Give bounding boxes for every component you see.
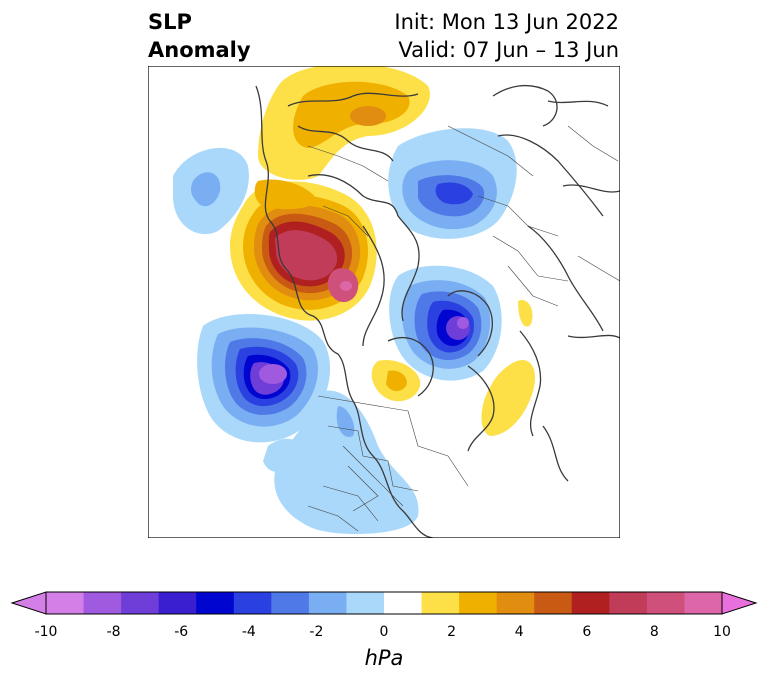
colorbar-segment [684,592,723,614]
colorbar-tick-label: 6 [582,624,592,640]
colorbar-segment [308,592,347,614]
colorbar-segment [158,592,197,614]
colorbar-segment [83,592,122,614]
init-date: Init: Mon 13 Jun 2022 [394,10,619,34]
negative-anomaly-western-us [274,390,419,535]
colorbar-segment [346,592,385,614]
positive-anomaly-north-atlantic [481,360,536,436]
colorbar-segment [121,592,160,614]
colorbar-outline [45,591,723,615]
negative-anomaly-gulf-of-alaska [197,314,331,473]
colorbar-segment [421,592,460,614]
negative-anomaly-bering [173,147,249,235]
colorbar-unit: hPa [364,646,404,670]
colorbar-segment [609,592,648,614]
colorbar-segment [196,592,235,614]
map-date-info: Init: Mon 13 Jun 2022 Valid: 07 Jun – 13… [394,8,619,64]
colorbar [10,591,758,615]
colorbar-tick-label: -6 [174,624,189,640]
negative-anomaly-northern-europe [389,265,533,381]
valid-range: Valid: 07 Jun – 13 Jun [398,38,619,62]
colorbar-tick-label: -10 [34,624,58,640]
slp-anomaly-map [148,66,620,538]
positive-anomaly-greenland [371,360,421,402]
colorbar-segment [571,592,610,614]
colorbar-segment [384,592,423,614]
colorbar-tick-label: 8 [649,624,659,640]
map-title: SLP Anomaly [148,8,251,64]
colorbar-segment [271,592,310,614]
colorbar-tick-label: 0 [379,624,389,640]
colorbar-segment [46,592,85,614]
colorbar-tick-label: -4 [241,624,256,640]
colorbar-segment [233,592,272,614]
colorbar-high-extend [721,591,758,615]
colorbar-tick-label: -2 [309,624,324,640]
colorbar-segment [496,592,535,614]
colorbar-segment [534,592,573,614]
negative-anomaly-western-russia [388,128,517,239]
coastlines [255,84,620,538]
country-borders [307,125,620,532]
positive-anomaly-north-pacific [230,181,377,321]
colorbar-segment [459,592,498,614]
colorbar-low-extend [10,591,47,615]
title-variable: SLP [148,10,192,34]
colorbar-tick-label: -8 [106,624,121,640]
colorbar-tick-label: 2 [447,624,457,640]
colorbar-segment [646,592,685,614]
title-subtitle: Anomaly [148,38,251,62]
colorbar-segments [46,592,723,614]
colorbar-tick-label: 4 [514,624,524,640]
colorbar-tick-label: 10 [713,624,731,640]
